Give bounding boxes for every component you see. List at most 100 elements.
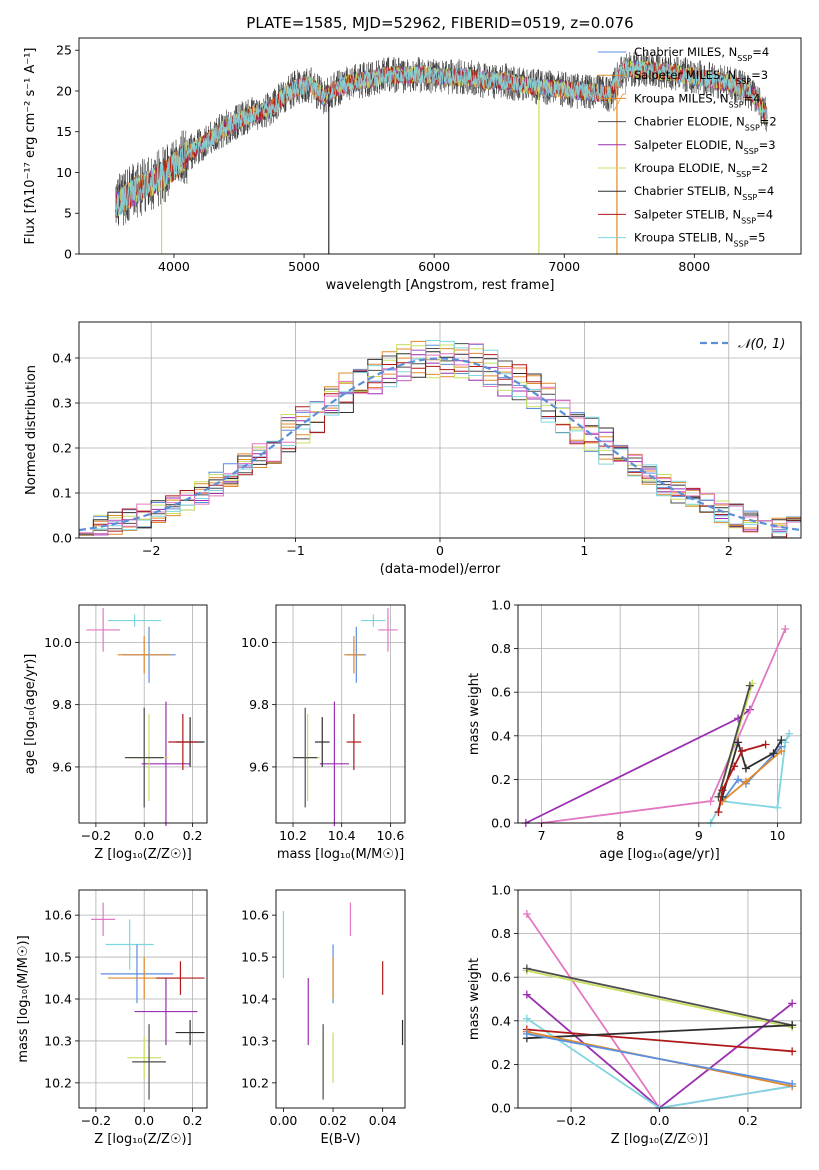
axes-frame	[78, 604, 208, 824]
y-tick-label: 0.6	[491, 970, 511, 985]
weight-marker	[706, 797, 715, 806]
y-axis-label: Normed distribution	[24, 365, 39, 495]
histogram-series	[79, 354, 801, 539]
x-tick-label: 10.4	[328, 828, 356, 843]
axes-spectrum: 4000 5000 6000 7000 8000 0 5 10 15 20 25 wavelength…	[23, 37, 802, 293]
x-tick-label: −0.2	[556, 1113, 586, 1128]
weight-marker	[769, 749, 778, 758]
y-tick-label: 9.8	[52, 697, 72, 712]
weight-marker	[738, 747, 747, 756]
legend-label: Kroupa MILES, NSSP=4	[634, 91, 760, 109]
residual-legend: 𝒩(0, 1)	[700, 337, 785, 352]
x-axis-label: age [log₁₀(age/yr)]	[599, 847, 720, 862]
y-tick-label: 5	[64, 206, 72, 221]
weight-marker	[522, 1029, 531, 1038]
x-axis-label: (data-model)/error	[380, 562, 501, 577]
weight-marker	[788, 1047, 797, 1056]
axes-frame	[517, 604, 802, 824]
x-axis-label: Z [log₁₀(Z/Z☉)]	[611, 1132, 708, 1147]
x-tick-label: 8	[616, 828, 624, 843]
plot-area	[115, 51, 768, 254]
weight-line	[525, 708, 751, 824]
spectrum-legend: Chabrier MILES, NSSP=4 Salpeter MILES, NS…	[598, 45, 777, 248]
y-tick-label: 10.0	[44, 635, 72, 650]
axes-age_vs_Z: −0.2 0.0 0.2 9.6 9.8 10.0 Z [log₁₀(Z/Z☉)] age […	[23, 604, 208, 862]
legend-label: Kroupa ELODIE, NSSP=2	[634, 161, 768, 179]
weight-line	[721, 750, 782, 802]
y-axis-label: mass weight	[467, 958, 482, 1040]
legend-label: Salpeter ELODIE, NSSP=3	[634, 138, 776, 156]
y-tick-label: 0.4	[52, 351, 72, 366]
weight-marker	[788, 999, 797, 1008]
x-tick-label: 6000	[418, 259, 450, 274]
x-axis-label: wavelength [Angstrom, rest frame]	[326, 278, 555, 293]
y-tick-label: 15	[56, 124, 72, 139]
y-tick-label: 1.0	[491, 883, 511, 898]
x-tick-label: 9	[695, 828, 703, 843]
y-tick-label: 10.0	[241, 635, 269, 650]
y-tick-label: 0.1	[52, 486, 72, 501]
x-tick-label: −1	[286, 543, 304, 558]
weight-line	[526, 969, 793, 1029]
y-tick-label: 10.4	[241, 992, 269, 1007]
weight-marker	[741, 777, 750, 786]
weight-marker	[745, 681, 754, 690]
x-tick-label: 8000	[678, 259, 710, 274]
weight-marker	[741, 764, 750, 773]
x-axis-label: Z [log₁₀(Z/Z☉)]	[94, 1132, 191, 1147]
weight-line	[526, 1033, 793, 1085]
x-tick-label: 7000	[548, 259, 580, 274]
legend-label: Salpeter STELIB, NSSP=4	[634, 207, 773, 225]
legend-label: Chabrier MILES, NSSP=4	[634, 45, 769, 63]
axes-frame	[78, 321, 802, 539]
y-tick-label: 0.6	[491, 685, 511, 700]
y-tick-label: 10.3	[241, 1033, 269, 1048]
axes-frame	[517, 889, 802, 1109]
axes-frame	[275, 604, 406, 824]
weight-line	[526, 1028, 793, 1053]
y-tick-label: 0.8	[491, 641, 511, 656]
axes-frame	[78, 889, 208, 1109]
y-tick-label: 0.2	[491, 1057, 511, 1072]
figure-title: PLATE=1585, MJD=52962, FIBERID=0519, z=0…	[246, 14, 633, 32]
y-tick-label: 0.2	[52, 441, 72, 456]
legend-label: 𝒩(0, 1)	[738, 337, 785, 352]
y-tick-label: 10.5	[44, 950, 72, 965]
y-tick-label: 20	[56, 83, 72, 98]
axes-mass_vs_Z: −0.2 0.0 0.2 10.2 10.3 10.4 10.5 10.6 Z [log₁₀(Z…	[16, 889, 208, 1147]
weight-marker	[781, 624, 790, 633]
weight-line	[526, 1024, 793, 1040]
x-tick-label: 7	[538, 828, 546, 843]
legend-label: Kroupa STELIB, NSSP=5	[634, 231, 765, 249]
y-tick-label: 25	[56, 43, 72, 58]
y-tick-label: 10.4	[44, 992, 72, 1007]
plot-area	[521, 624, 794, 827]
plot-area	[282, 902, 404, 1100]
axes-age_vs_mass: 10.2 10.4 10.6 9.6 9.8 10.0 mass [log₁₀(M/M☉)]	[241, 604, 406, 862]
plot-area	[78, 340, 802, 539]
axes-frame	[78, 37, 802, 255]
y-axis-label: Flux [fλ10⁻¹⁷ erg cm⁻² s⁻¹ A⁻¹]	[23, 48, 38, 245]
legend-label: Chabrier STELIB, NSSP=4	[634, 184, 774, 202]
y-tick-label: 10.6	[241, 908, 269, 923]
weight-marker	[785, 729, 794, 738]
y-tick-label: 0.0	[491, 1101, 511, 1116]
weight-line	[541, 628, 787, 824]
weight-marker	[777, 736, 786, 745]
weight-line	[526, 967, 793, 1027]
legend-label: Chabrier ELODIE, NSSP=2	[634, 115, 777, 133]
x-tick-label: 10	[769, 828, 785, 843]
y-tick-label: 0.8	[491, 926, 511, 941]
x-tick-label: 0.2	[183, 1113, 203, 1128]
histogram-series	[79, 340, 801, 534]
y-tick-label: 0.3	[52, 396, 72, 411]
weight-marker	[522, 909, 531, 918]
weight-marker	[773, 803, 782, 812]
y-tick-label: 9.8	[249, 697, 269, 712]
x-tick-label: 0.02	[319, 1113, 347, 1128]
y-tick-label: 0.0	[52, 531, 72, 546]
x-tick-label: 1	[580, 543, 588, 558]
x-tick-label: 0	[436, 543, 444, 558]
x-axis-label: Z [log₁₀(Z/Z☉)]	[94, 847, 191, 862]
x-tick-label: 10.6	[376, 828, 404, 843]
